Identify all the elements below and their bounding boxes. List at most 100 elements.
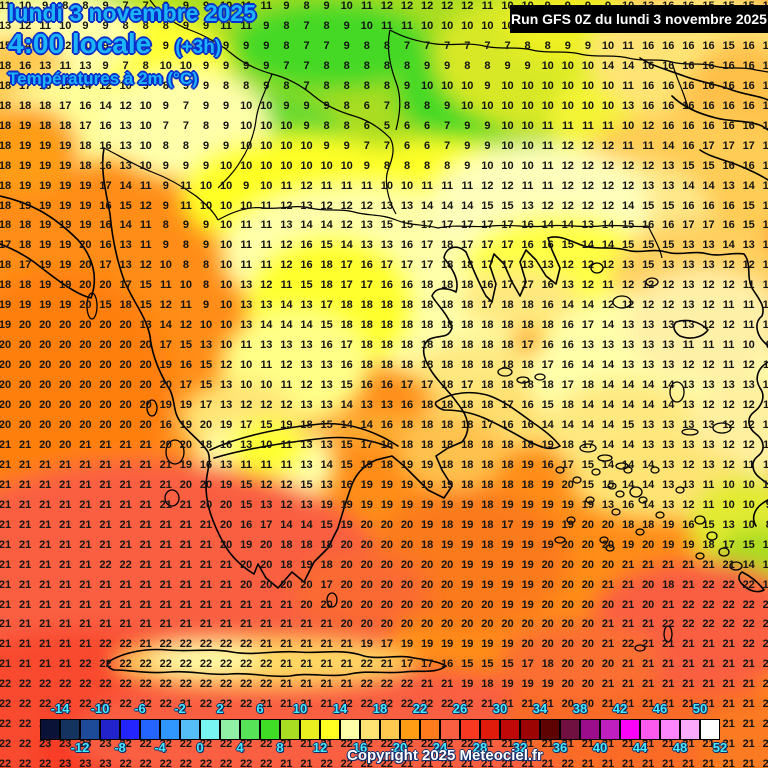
temp-value: 11 <box>762 359 768 372</box>
temp-value: 20 <box>119 319 132 332</box>
temp-value: 22 <box>662 618 675 631</box>
temp-value: 21 <box>119 458 132 471</box>
temp-value: 8 <box>524 39 531 52</box>
temp-value: 21 <box>300 758 313 768</box>
temp-value: 16 <box>300 259 313 272</box>
temp-value: 13 <box>601 339 615 352</box>
temp-value: 19 <box>179 399 193 411</box>
temp-value: 12 <box>280 478 293 491</box>
temp-value: 10 <box>260 379 273 392</box>
temp-value: 17 <box>541 359 554 372</box>
colorbar-cell <box>680 719 700 740</box>
temp-value: 18 <box>501 379 514 392</box>
temp-value: 22 <box>400 678 414 691</box>
temp-value: 21 <box>280 758 293 768</box>
temp-value: 19 <box>159 399 172 411</box>
temp-value: 21 <box>300 738 313 751</box>
temp-value: 18 <box>441 339 454 352</box>
temp-value: 18 <box>39 99 52 112</box>
temp-value: 12 <box>682 359 695 372</box>
temp-value: 21 <box>179 618 193 631</box>
temp-value: 9 <box>343 19 350 32</box>
temp-value: 9 <box>484 119 491 132</box>
temp-value: 15 <box>621 418 635 431</box>
temp-value: 11 <box>280 438 293 451</box>
temp-value: 22 <box>199 738 213 751</box>
temp-value: 10 <box>501 99 514 112</box>
temp-value: 17 <box>340 339 353 352</box>
temp-value: 20 <box>601 518 615 531</box>
temp-value: 21 <box>682 738 695 751</box>
temp-value: 13 <box>300 498 313 511</box>
temp-value: 12 <box>280 498 293 511</box>
temp-value: 16 <box>662 99 675 112</box>
colorbar-tick: 42 <box>612 701 628 716</box>
temp-value: 11 <box>722 339 735 352</box>
temp-value: 19 <box>461 678 474 691</box>
temp-value: 20 <box>119 339 132 352</box>
temp-value: 13 <box>219 399 233 411</box>
temp-value: 13 <box>260 339 273 352</box>
temp-value: 10 <box>581 79 595 92</box>
temp-value: 9 <box>162 239 169 252</box>
temp-value: 12 <box>702 299 715 312</box>
temp-value: 7 <box>182 119 189 132</box>
temp-value: 22 <box>99 558 112 571</box>
temp-value: 21 <box>139 518 152 531</box>
temp-value: 9 <box>223 119 230 132</box>
temp-value: 21 <box>762 698 768 711</box>
time-title: 4:00 locale (+3h) <box>8 28 222 59</box>
temp-value: 20 <box>300 578 313 591</box>
temp-value: 21 <box>742 718 755 731</box>
temp-value: 18 <box>481 538 494 551</box>
temp-value: 19 <box>420 638 434 651</box>
temp-value: 21 <box>79 458 92 471</box>
temp-value: 13 <box>662 478 675 491</box>
temp-value: 14 <box>18 39 32 52</box>
temp-value: 15 <box>340 379 353 392</box>
temp-value: 11 <box>260 458 273 471</box>
temp-value: 13 <box>642 359 655 372</box>
temp-value: 17 <box>400 658 414 671</box>
temp-value: 21 <box>159 458 172 471</box>
temp-value: 21 <box>742 698 755 711</box>
temp-value: 8 <box>444 159 451 172</box>
temp-value: 20 <box>199 418 213 431</box>
temp-value: 16 <box>722 119 735 132</box>
temp-value: 18 <box>0 119 12 132</box>
temp-value: 21 <box>59 518 72 531</box>
temp-value: 10 <box>59 19 72 32</box>
temp-value: 13 <box>320 399 333 411</box>
temp-value: 16 <box>99 239 112 252</box>
temp-value: 12 <box>581 199 595 212</box>
temp-value: 20 <box>300 598 313 611</box>
temp-value: 12 <box>561 159 574 172</box>
temp-value: 21 <box>39 638 52 651</box>
temp-value: 13 <box>702 259 715 272</box>
colorbar-tick: 38 <box>572 701 588 716</box>
temp-value: 18 <box>441 518 454 531</box>
temp-value: 21 <box>79 578 92 591</box>
temp-value: 18 <box>400 319 414 332</box>
temp-value: 22 <box>380 678 394 691</box>
temp-value: 20 <box>139 339 152 352</box>
temp-value: 10 <box>280 139 293 152</box>
temp-value: 9 <box>243 39 250 52</box>
temp-value: 13 <box>662 259 675 272</box>
temp-value: 22 <box>420 698 434 711</box>
temp-value: 20 <box>461 598 474 611</box>
temp-value: 9 <box>504 59 511 72</box>
temp-value: 13 <box>682 478 695 491</box>
temp-value: 9 <box>182 0 189 12</box>
temp-value: 22 <box>99 658 112 671</box>
temp-value: 21 <box>18 618 32 631</box>
temp-value: 13 <box>380 199 394 212</box>
temp-value: 21 <box>722 718 735 731</box>
temp-value: 12 <box>621 159 635 172</box>
temp-value: 17 <box>159 339 172 352</box>
temp-value: 21 <box>621 578 635 591</box>
temp-value: 17 <box>461 239 474 252</box>
temp-value: 16 <box>762 39 768 52</box>
temp-value: 11 <box>240 339 253 352</box>
temp-value: 18 <box>199 438 213 451</box>
